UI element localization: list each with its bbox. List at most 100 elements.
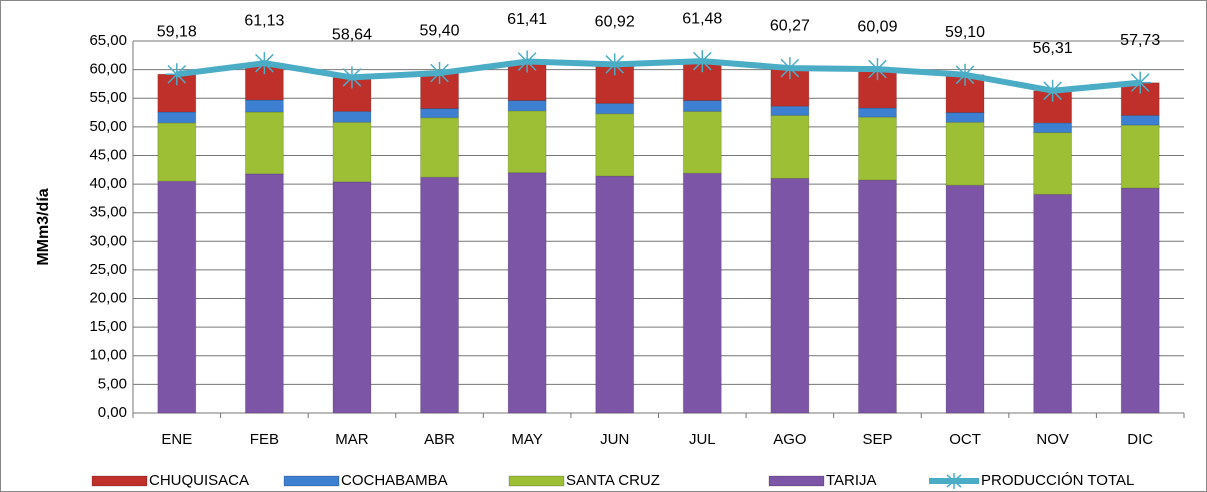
legend-label: PRODUCCIÓN TOTAL [981, 472, 1134, 489]
legend-label: CHUQUISACA [149, 472, 249, 489]
bar-segment [507, 100, 547, 112]
y-tick-label: 55,00 [89, 89, 127, 106]
x-tick-label: JUN [600, 431, 629, 448]
bar-segment [420, 176, 460, 414]
bar-segment [507, 172, 547, 414]
bar-segment [595, 175, 635, 414]
bar-segment [595, 63, 635, 104]
y-tick-label: 40,00 [89, 175, 127, 192]
line-marker [778, 57, 801, 80]
legend-marker [943, 473, 965, 489]
bar-segment [595, 102, 635, 115]
y-tick-label: 5,00 [98, 375, 127, 392]
bar-segment [1120, 187, 1160, 414]
bar-segment [1033, 132, 1073, 195]
data-label: 61,13 [244, 12, 284, 29]
y-tick-label: 65,00 [89, 32, 127, 49]
line-marker [165, 63, 188, 86]
y-tick-label: 45,00 [89, 146, 127, 163]
bar-segment [1033, 122, 1073, 134]
y-tick-label: 30,00 [89, 232, 127, 249]
data-label: 56,31 [1033, 40, 1073, 57]
x-tick-label: AGO [773, 431, 806, 448]
legend-label: SANTA CRUZ [566, 472, 660, 489]
y-tick-label: 0,00 [98, 404, 127, 421]
bar-segment [157, 180, 197, 414]
bar-segment [420, 108, 460, 119]
data-label: 58,64 [332, 27, 372, 44]
bar-segment [857, 116, 897, 181]
data-label: 57,73 [1120, 32, 1160, 49]
bar-segment [682, 110, 722, 174]
bar-segment [945, 112, 985, 123]
total-line [176, 58, 1141, 94]
legend-swatch [768, 475, 825, 487]
line-marker [253, 52, 276, 75]
line-marker [1129, 71, 1152, 94]
bar-segment [595, 113, 635, 177]
bar-segment [1120, 124, 1160, 189]
legend-label: COCHABAMBA [341, 472, 448, 489]
x-tick-label: NOV [1036, 431, 1069, 448]
data-label: 60,27 [770, 17, 810, 34]
data-label: 61,41 [507, 11, 547, 28]
bar-segment [682, 172, 722, 414]
line-marker [691, 50, 714, 73]
x-tick-label: SEP [862, 431, 892, 448]
line-marker [1041, 79, 1064, 102]
bar-segment [1120, 114, 1160, 126]
data-label: 59,18 [157, 24, 197, 41]
legend-swatch [283, 475, 340, 487]
y-tick-label: 20,00 [89, 290, 127, 307]
data-label: 61,48 [682, 10, 722, 27]
line-marker [428, 62, 451, 85]
x-tick-label: MAR [335, 431, 369, 448]
line-marker [340, 66, 363, 89]
bar-segment [244, 99, 284, 113]
y-axis-title: MMm3/día [35, 188, 52, 265]
x-tick-label: JUL [689, 431, 716, 448]
line-marker [866, 58, 889, 81]
line-marker [516, 50, 539, 73]
line-marker [603, 53, 626, 76]
bar-segment [332, 110, 372, 123]
bar-segment [244, 173, 284, 414]
y-tick-label: 60,00 [89, 61, 127, 78]
bar-segment [770, 114, 810, 179]
bar-segment [945, 121, 985, 186]
legend-swatch [91, 475, 148, 487]
bar-segment [857, 179, 897, 414]
y-tick-label: 35,00 [89, 204, 127, 221]
bar-segment [682, 100, 722, 112]
x-tick-label: OCT [949, 431, 981, 448]
bar-segment [857, 107, 897, 118]
bar-segment [244, 111, 284, 175]
x-tick-label: ABR [424, 431, 455, 448]
bar-segment [1033, 193, 1073, 414]
bar-segment [770, 177, 810, 414]
bar-segment [420, 117, 460, 178]
bar-segment [157, 111, 197, 124]
x-tick-label: FEB [250, 431, 279, 448]
y-tick-label: 50,00 [89, 118, 127, 135]
bar-segment [945, 184, 985, 414]
data-label: 59,10 [945, 24, 985, 41]
bar-segment [332, 121, 372, 183]
bar-segment [157, 122, 197, 182]
x-tick-label: ENE [161, 431, 192, 448]
y-tick-label: 25,00 [89, 261, 127, 278]
line-marker [954, 63, 977, 86]
bar-segment [507, 110, 547, 174]
legend-swatch [508, 475, 565, 487]
bar-segment [332, 181, 372, 414]
data-label: 59,40 [420, 22, 460, 39]
x-tick-label: MAY [511, 431, 542, 448]
y-tick-label: 10,00 [89, 347, 127, 364]
legend-label: TARIJA [826, 472, 877, 489]
bar-segment [770, 105, 810, 116]
x-tick-label: DIC [1127, 431, 1153, 448]
y-tick-label: 15,00 [89, 318, 127, 335]
data-label: 60,09 [857, 18, 897, 35]
